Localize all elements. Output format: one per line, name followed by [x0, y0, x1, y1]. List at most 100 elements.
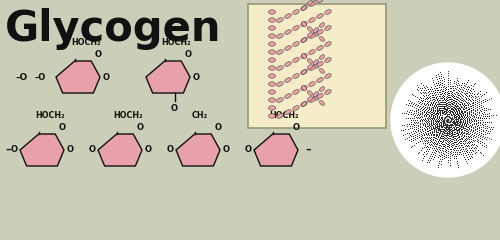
Bar [248, 4, 386, 128]
Ellipse shape [301, 22, 307, 26]
Ellipse shape [277, 82, 283, 86]
Ellipse shape [293, 90, 299, 94]
Ellipse shape [293, 74, 299, 78]
Text: O: O [88, 145, 96, 155]
Ellipse shape [308, 91, 312, 95]
Text: O: O [192, 72, 200, 82]
Ellipse shape [285, 46, 291, 50]
Ellipse shape [268, 58, 276, 62]
Ellipse shape [302, 86, 306, 90]
Ellipse shape [302, 54, 306, 58]
Ellipse shape [314, 60, 318, 64]
Ellipse shape [325, 42, 331, 46]
Ellipse shape [268, 18, 276, 22]
Ellipse shape [302, 102, 306, 106]
Ellipse shape [268, 106, 276, 110]
Text: O: O [102, 72, 110, 82]
Ellipse shape [317, 46, 323, 50]
Ellipse shape [293, 58, 299, 62]
Ellipse shape [293, 42, 299, 46]
Ellipse shape [308, 27, 312, 31]
Ellipse shape [317, 78, 323, 82]
Ellipse shape [301, 70, 307, 74]
Text: HOCH₂: HOCH₂ [36, 111, 65, 120]
Ellipse shape [285, 62, 291, 66]
Ellipse shape [293, 26, 299, 30]
Ellipse shape [302, 22, 306, 26]
Ellipse shape [285, 110, 291, 114]
Ellipse shape [308, 65, 312, 69]
Ellipse shape [308, 1, 312, 5]
Ellipse shape [268, 114, 276, 118]
Ellipse shape [314, 28, 318, 32]
Ellipse shape [277, 114, 283, 118]
Text: Glycogen: Glycogen [5, 8, 222, 50]
Ellipse shape [302, 38, 306, 42]
Ellipse shape [309, 50, 315, 54]
Ellipse shape [301, 54, 307, 58]
Text: HOCH₂: HOCH₂ [72, 38, 101, 47]
Ellipse shape [317, 30, 323, 34]
Ellipse shape [317, 62, 323, 66]
Ellipse shape [268, 26, 276, 30]
Ellipse shape [309, 66, 315, 70]
Ellipse shape [277, 18, 283, 22]
Polygon shape [254, 134, 298, 166]
Ellipse shape [285, 94, 291, 98]
Ellipse shape [325, 90, 331, 94]
Ellipse shape [314, 92, 318, 96]
Ellipse shape [317, 94, 323, 98]
Circle shape [391, 63, 500, 177]
Ellipse shape [302, 70, 306, 74]
Ellipse shape [277, 98, 283, 102]
Ellipse shape [293, 106, 299, 110]
Polygon shape [20, 134, 64, 166]
Ellipse shape [277, 50, 283, 54]
Text: –: – [305, 145, 311, 155]
Ellipse shape [309, 34, 315, 38]
Ellipse shape [320, 101, 324, 105]
Ellipse shape [268, 98, 276, 102]
Text: O: O [10, 145, 18, 155]
Ellipse shape [317, 0, 323, 2]
Text: –O: –O [16, 72, 28, 82]
Text: HOCH₂: HOCH₂ [270, 111, 299, 120]
Ellipse shape [293, 10, 299, 14]
Ellipse shape [317, 14, 323, 18]
Ellipse shape [309, 82, 315, 86]
Ellipse shape [320, 69, 324, 73]
Ellipse shape [285, 78, 291, 82]
Text: –: – [5, 145, 11, 155]
Ellipse shape [314, 64, 318, 68]
Ellipse shape [301, 102, 307, 106]
Ellipse shape [314, 96, 318, 100]
Text: O: O [94, 50, 102, 59]
Ellipse shape [314, 32, 318, 36]
Ellipse shape [301, 86, 307, 90]
Text: O: O [166, 145, 173, 155]
Ellipse shape [277, 66, 283, 70]
Ellipse shape [277, 34, 283, 38]
Ellipse shape [268, 66, 276, 70]
Ellipse shape [302, 6, 306, 10]
Text: HOCH₂: HOCH₂ [162, 38, 191, 47]
Ellipse shape [268, 42, 276, 46]
Ellipse shape [268, 74, 276, 78]
Ellipse shape [325, 58, 331, 62]
Ellipse shape [325, 26, 331, 30]
Text: HOCH₂: HOCH₂ [114, 111, 143, 120]
Text: –O: –O [35, 72, 46, 82]
Ellipse shape [308, 97, 312, 101]
Ellipse shape [325, 74, 331, 78]
Ellipse shape [285, 14, 291, 18]
Ellipse shape [320, 87, 324, 91]
Text: O: O [66, 145, 73, 155]
Ellipse shape [268, 34, 276, 38]
Polygon shape [56, 61, 100, 93]
Ellipse shape [320, 23, 324, 27]
Text: O: O [136, 123, 143, 132]
Text: O: O [171, 104, 178, 113]
Text: O: O [58, 123, 66, 132]
Ellipse shape [320, 37, 324, 41]
Ellipse shape [285, 30, 291, 34]
